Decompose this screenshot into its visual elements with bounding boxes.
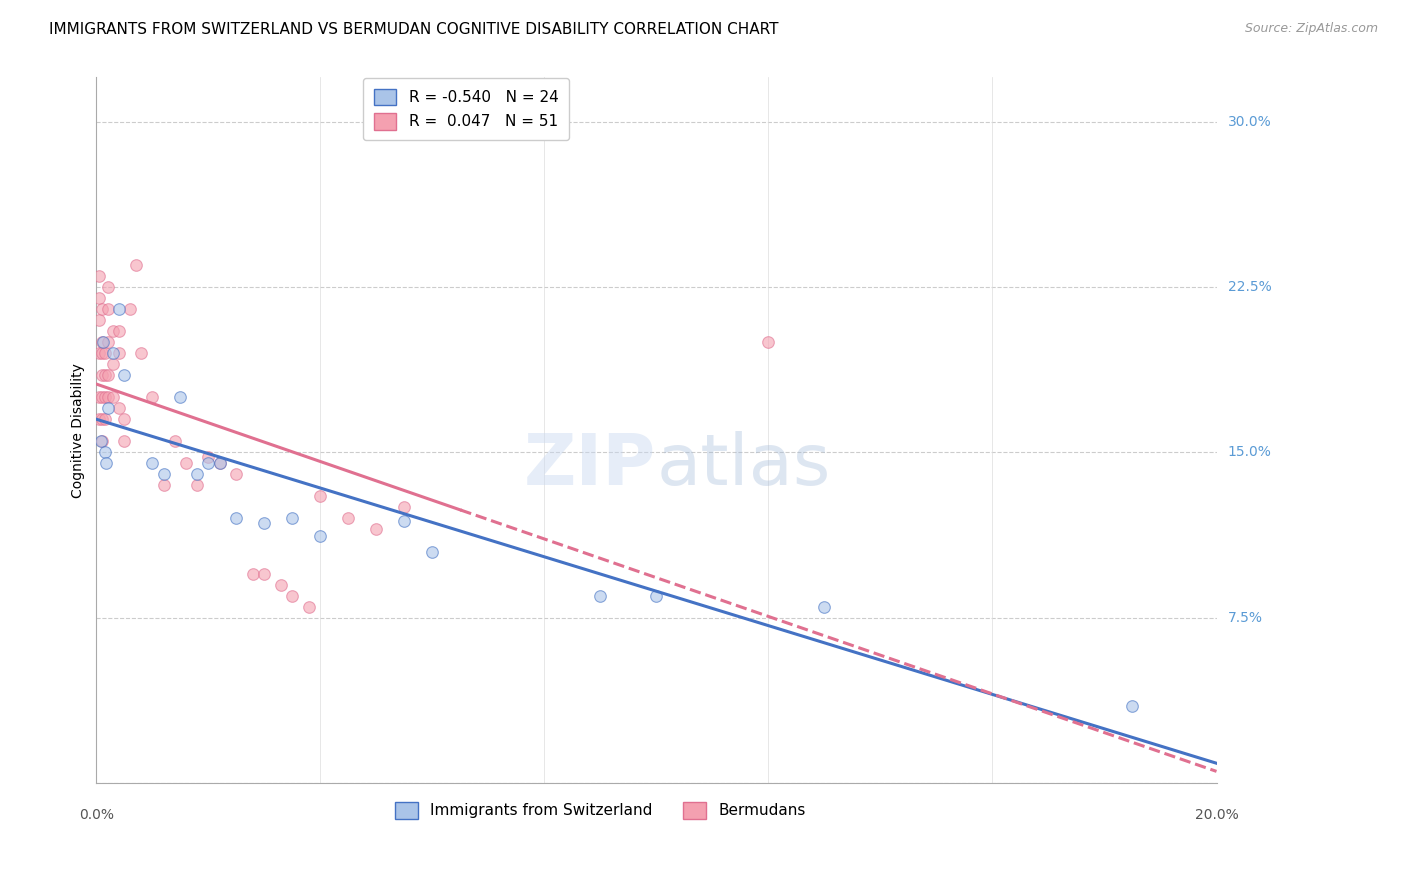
Point xyxy=(94,445,117,459)
Point xyxy=(94,346,117,360)
Point xyxy=(94,390,117,404)
Text: 7.5%: 7.5% xyxy=(1227,611,1263,624)
Point xyxy=(253,516,276,530)
Point xyxy=(366,523,388,537)
Point xyxy=(141,390,163,404)
Point xyxy=(91,346,114,360)
Point xyxy=(129,346,152,360)
Point xyxy=(169,390,191,404)
Point xyxy=(91,412,114,426)
Point xyxy=(107,324,129,338)
Point xyxy=(89,291,111,305)
Point xyxy=(91,368,114,383)
Text: atlas: atlas xyxy=(657,431,831,500)
Point xyxy=(309,489,332,503)
Text: ZIP: ZIP xyxy=(524,431,657,500)
Point xyxy=(112,368,135,383)
Point xyxy=(96,401,118,416)
Point xyxy=(91,390,114,404)
Point xyxy=(208,456,231,470)
Y-axis label: Cognitive Disability: Cognitive Disability xyxy=(72,363,86,498)
Point xyxy=(242,566,264,581)
Text: 30.0%: 30.0% xyxy=(1227,114,1271,128)
Text: 22.5%: 22.5% xyxy=(1227,280,1271,294)
Point xyxy=(91,301,114,316)
Point xyxy=(813,599,835,614)
Text: 15.0%: 15.0% xyxy=(1227,445,1271,459)
Point xyxy=(281,511,304,525)
Point xyxy=(225,511,247,525)
Point xyxy=(112,434,135,449)
Point xyxy=(422,544,444,558)
Point xyxy=(197,450,219,464)
Point xyxy=(1121,698,1143,713)
Point xyxy=(94,368,117,383)
Point xyxy=(89,313,111,327)
Point xyxy=(298,599,321,614)
Point xyxy=(253,566,276,581)
Point xyxy=(112,412,135,426)
Point xyxy=(91,334,114,349)
Point xyxy=(309,529,332,543)
Point xyxy=(96,334,118,349)
Point xyxy=(96,301,118,316)
Point xyxy=(91,434,114,449)
Point xyxy=(89,390,111,404)
Point xyxy=(141,456,163,470)
Point xyxy=(94,412,117,426)
Point xyxy=(197,456,219,470)
Point xyxy=(89,412,111,426)
Point xyxy=(118,301,141,316)
Point xyxy=(394,514,416,528)
Point xyxy=(107,401,129,416)
Point xyxy=(394,500,416,515)
Point xyxy=(186,467,208,482)
Point xyxy=(89,268,111,283)
Text: 20.0%: 20.0% xyxy=(1195,808,1239,822)
Point xyxy=(124,258,146,272)
Point xyxy=(337,511,360,525)
Point xyxy=(186,478,208,492)
Point xyxy=(96,390,118,404)
Point xyxy=(225,467,247,482)
Point xyxy=(101,346,124,360)
Point xyxy=(90,434,112,449)
Point xyxy=(270,577,292,591)
Point xyxy=(96,368,118,383)
Text: IMMIGRANTS FROM SWITZERLAND VS BERMUDAN COGNITIVE DISABILITY CORRELATION CHART: IMMIGRANTS FROM SWITZERLAND VS BERMUDAN … xyxy=(49,22,779,37)
Point xyxy=(208,456,231,470)
Point xyxy=(758,334,780,349)
Point xyxy=(96,280,118,294)
Text: Source: ZipAtlas.com: Source: ZipAtlas.com xyxy=(1244,22,1378,36)
Point xyxy=(101,390,124,404)
Text: 0.0%: 0.0% xyxy=(79,808,114,822)
Point xyxy=(645,589,668,603)
Point xyxy=(91,334,114,349)
Legend: Immigrants from Switzerland, Bermudans: Immigrants from Switzerland, Bermudans xyxy=(389,796,811,825)
Point xyxy=(152,478,174,492)
Point xyxy=(152,467,174,482)
Point xyxy=(163,434,186,449)
Point xyxy=(89,346,111,360)
Point xyxy=(101,324,124,338)
Point xyxy=(174,456,197,470)
Point xyxy=(107,346,129,360)
Point xyxy=(589,589,612,603)
Point xyxy=(101,357,124,371)
Point xyxy=(107,301,129,316)
Point xyxy=(281,589,304,603)
Point xyxy=(96,456,118,470)
